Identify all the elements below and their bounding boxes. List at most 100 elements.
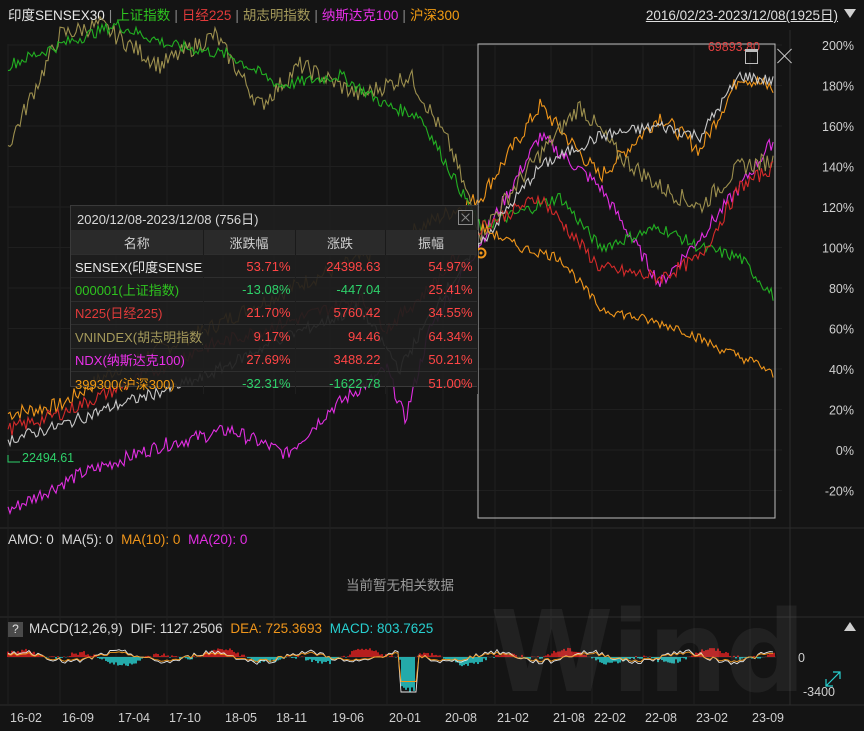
- ma5-value: MA(5): 0: [61, 532, 114, 547]
- macd-header: ? MACD(12,26,9) DIF: 1127.2506 DEA: 725.3…: [8, 620, 433, 638]
- x-tick-label: 18-11: [276, 711, 307, 725]
- y-tick-label: 200%: [822, 39, 854, 53]
- chevron-down-icon[interactable]: [844, 9, 856, 18]
- x-tick-label: 21-08: [553, 711, 585, 725]
- macd-y-tick: -3400: [803, 685, 835, 699]
- legend-item[interactable]: 日经225: [181, 8, 232, 23]
- cell-change: 3488.22: [295, 347, 386, 372]
- cell-change: 5760.42: [295, 300, 386, 325]
- table-row[interactable]: N225(日经225) 21.70% 5760.42 34.55%: [71, 300, 478, 325]
- expand-icon[interactable]: [825, 671, 841, 687]
- legend-bar: 印度SENSEX30 | 上证指数 | 日经225 | 胡志明指数 | 纳斯达克100 | 沪深30…: [8, 8, 460, 23]
- y-tick-label: -20%: [825, 485, 854, 499]
- series-line-shanghai: [7, 19, 774, 301]
- amo-header: AMO: 0 MA(5): 0 MA(10): 0 MA(20): 0: [8, 531, 247, 549]
- x-tick-label: 16-09: [62, 711, 94, 725]
- x-tick-label: 17-10: [169, 711, 201, 725]
- x-tick-label: 21-02: [497, 711, 529, 725]
- column-header[interactable]: 涨跌: [295, 230, 386, 255]
- legend-item[interactable]: 上证指数: [116, 8, 171, 23]
- dea-line: [7, 651, 774, 682]
- legend-item[interactable]: 胡志明指数: [242, 8, 311, 23]
- table-row[interactable]: NDX(纳斯达克100) 27.69% 3488.22 50.21%: [71, 347, 478, 372]
- y-tick-label: 160%: [822, 120, 854, 134]
- cell-change: -447.04: [295, 277, 386, 302]
- x-tick-label: 18-05: [225, 711, 257, 725]
- cell-change: -1622.78: [295, 370, 386, 395]
- wind-watermark: Wind: [490, 588, 806, 718]
- x-tick-label: 20-01: [389, 711, 421, 725]
- y-tick-label: 180%: [822, 80, 854, 94]
- cell-pct: 21.70%: [203, 300, 296, 325]
- cell-pct: 27.69%: [203, 347, 296, 372]
- maximize-icon[interactable]: [745, 49, 758, 64]
- y-tick-label: 100%: [822, 242, 854, 256]
- legend-item[interactable]: 印度SENSEX30: [8, 8, 105, 23]
- range-stats-popup: 2020/12/08-2023/12/08 (756日) 名称 涨跌幅 涨跌 振幅 S…: [70, 205, 478, 395]
- cell-pct: 9.17%: [203, 324, 296, 349]
- y-tick-label: 0%: [836, 444, 854, 458]
- x-tick-label: 22-02: [594, 711, 626, 725]
- dea-value: DEA: 725.3693: [230, 621, 322, 636]
- cell-change: 94.46: [295, 324, 386, 349]
- close-icon[interactable]: [776, 48, 792, 64]
- legend-item[interactable]: 沪深300: [409, 8, 460, 23]
- cell-name: SENSEX(印度SENSEX30): [71, 253, 204, 278]
- y-tick-label: 120%: [822, 201, 854, 215]
- y-tick-label: 140%: [822, 161, 854, 175]
- cell-amplitude: 54.97%: [385, 253, 478, 278]
- y-tick-label: 20%: [829, 404, 854, 418]
- cell-name: 399300(沪深300): [71, 370, 204, 395]
- cell-change: 24398.63: [295, 253, 386, 278]
- cell-amplitude: 25.41%: [385, 277, 478, 302]
- y-tick-label: 40%: [829, 363, 854, 377]
- cell-amplitude: 34.55%: [385, 300, 478, 325]
- column-header[interactable]: 振幅: [385, 230, 478, 255]
- ma20-value: MA(20): 0: [188, 532, 248, 547]
- x-tick-label: 16-02: [10, 711, 42, 725]
- stats-title: 2020/12/08-2023/12/08 (756日): [77, 212, 259, 227]
- cell-pct: 53.71%: [203, 253, 296, 278]
- cell-amplitude: 50.21%: [385, 347, 478, 372]
- cell-pct: -32.31%: [203, 370, 296, 395]
- chevron-up-icon[interactable]: [844, 622, 856, 631]
- start-value-label: 22494.61: [22, 451, 74, 465]
- column-header[interactable]: 名称: [71, 230, 204, 255]
- table-row[interactable]: VNINDEX(胡志明指数) 9.17% 94.46 64.34%: [71, 324, 478, 349]
- cell-name: N225(日经225): [71, 300, 204, 325]
- help-icon[interactable]: ?: [8, 622, 23, 637]
- x-tick-label: 17-04: [118, 711, 150, 725]
- series-line-csi300-tail: [480, 222, 774, 378]
- column-header[interactable]: 涨跌幅: [203, 230, 296, 255]
- y-tick-label: 60%: [829, 323, 854, 337]
- cell-amplitude: 64.34%: [385, 324, 478, 349]
- dif-value: DIF: 1127.2506: [130, 621, 223, 636]
- y-tick-label: 80%: [829, 282, 854, 296]
- cell-name: VNINDEX(胡志明指数): [71, 324, 204, 349]
- series-line-vnindex: [7, 15, 774, 242]
- macd-y-tick: 0: [798, 651, 805, 665]
- x-tick-label: 22-08: [645, 711, 677, 725]
- x-tick-label: 19-06: [332, 711, 364, 725]
- macd-value: MACD: 803.7625: [329, 621, 434, 636]
- range-selection-box[interactable]: [477, 43, 776, 519]
- ma10-value: MA(10): 0: [121, 532, 181, 547]
- cell-name: NDX(纳斯达克100): [71, 347, 204, 372]
- legend-item[interactable]: 纳斯达克100: [321, 8, 399, 23]
- cell-amplitude: 51.00%: [385, 370, 478, 395]
- cell-pct: -13.08%: [203, 277, 296, 302]
- close-icon[interactable]: [458, 210, 473, 225]
- amo-value: AMO: 0: [8, 532, 54, 547]
- x-tick-label: 20-08: [445, 711, 477, 725]
- x-tick-label: 23-09: [752, 711, 784, 725]
- date-range-selector[interactable]: 2016/02/23-2023/12/08(1925日): [645, 8, 838, 23]
- x-tick-label: 23-02: [696, 711, 728, 725]
- cell-name: 000001(上证指数): [71, 277, 204, 302]
- table-row[interactable]: 000001(上证指数) -13.08% -447.04 25.41%: [71, 277, 478, 302]
- no-data-message: 当前暂无相关数据: [346, 578, 454, 593]
- table-row[interactable]: 399300(沪深300) -32.31% -1622.78 51.00%: [71, 370, 478, 395]
- macd-title: MACD(12,26,9): [29, 621, 123, 636]
